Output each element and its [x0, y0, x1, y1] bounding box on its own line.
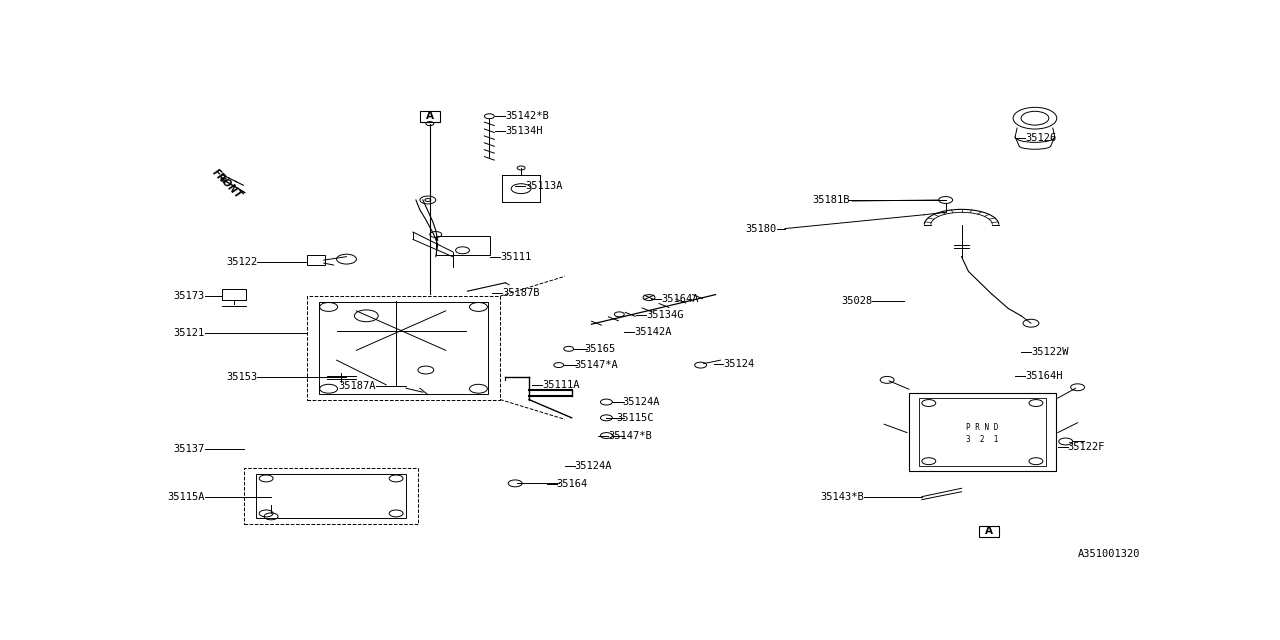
- Text: A: A: [426, 111, 434, 121]
- Bar: [307, 296, 500, 399]
- Text: 35115C: 35115C: [617, 413, 654, 423]
- Text: 35122W: 35122W: [1030, 347, 1069, 356]
- Text: 35137: 35137: [173, 444, 205, 454]
- Text: 35173: 35173: [173, 291, 205, 301]
- Text: 35142A: 35142A: [634, 326, 672, 337]
- Text: 35164H: 35164H: [1025, 371, 1062, 381]
- Text: 35124A: 35124A: [575, 461, 612, 471]
- Text: 35147*A: 35147*A: [575, 360, 618, 370]
- Bar: [244, 468, 417, 524]
- Circle shape: [425, 198, 431, 202]
- Text: 35143*B: 35143*B: [820, 492, 864, 502]
- Text: A351001320: A351001320: [1078, 548, 1140, 559]
- Text: 35142*B: 35142*B: [506, 111, 549, 121]
- Text: 3  2  1: 3 2 1: [966, 435, 998, 444]
- Text: 35113A: 35113A: [525, 181, 562, 191]
- Text: 35124: 35124: [723, 358, 755, 369]
- Text: 35115A: 35115A: [168, 492, 205, 502]
- Bar: [319, 302, 489, 394]
- Text: 35164: 35164: [557, 479, 588, 489]
- Bar: [919, 398, 1046, 466]
- Text: A: A: [986, 526, 993, 536]
- Text: 35134G: 35134G: [646, 310, 684, 320]
- Text: 35111: 35111: [500, 252, 531, 262]
- Text: 35164A: 35164A: [660, 294, 699, 303]
- Text: 35147*B: 35147*B: [608, 431, 652, 440]
- Text: 35111A: 35111A: [541, 380, 580, 390]
- Text: 35187A: 35187A: [339, 381, 376, 391]
- Text: 35153: 35153: [227, 372, 257, 383]
- Text: 35181B: 35181B: [812, 195, 850, 205]
- Text: 35165: 35165: [585, 344, 616, 354]
- Text: P R N D: P R N D: [966, 422, 998, 432]
- Text: 35121: 35121: [173, 328, 205, 338]
- Text: 35180: 35180: [746, 223, 777, 234]
- Bar: [221, 289, 246, 300]
- Bar: [435, 236, 490, 255]
- Text: 35028: 35028: [841, 296, 872, 306]
- Text: 35187B: 35187B: [502, 287, 540, 298]
- Text: 35122F: 35122F: [1068, 442, 1105, 452]
- Text: FRONT: FRONT: [211, 168, 244, 201]
- Bar: [256, 474, 406, 518]
- Text: 35126: 35126: [1025, 133, 1056, 143]
- Bar: [420, 111, 440, 122]
- Text: 35122: 35122: [227, 257, 257, 267]
- Text: 35124A: 35124A: [622, 397, 659, 407]
- Bar: [909, 393, 1056, 471]
- Bar: [979, 526, 1000, 537]
- Text: 35134H: 35134H: [506, 126, 543, 136]
- Bar: [307, 255, 325, 265]
